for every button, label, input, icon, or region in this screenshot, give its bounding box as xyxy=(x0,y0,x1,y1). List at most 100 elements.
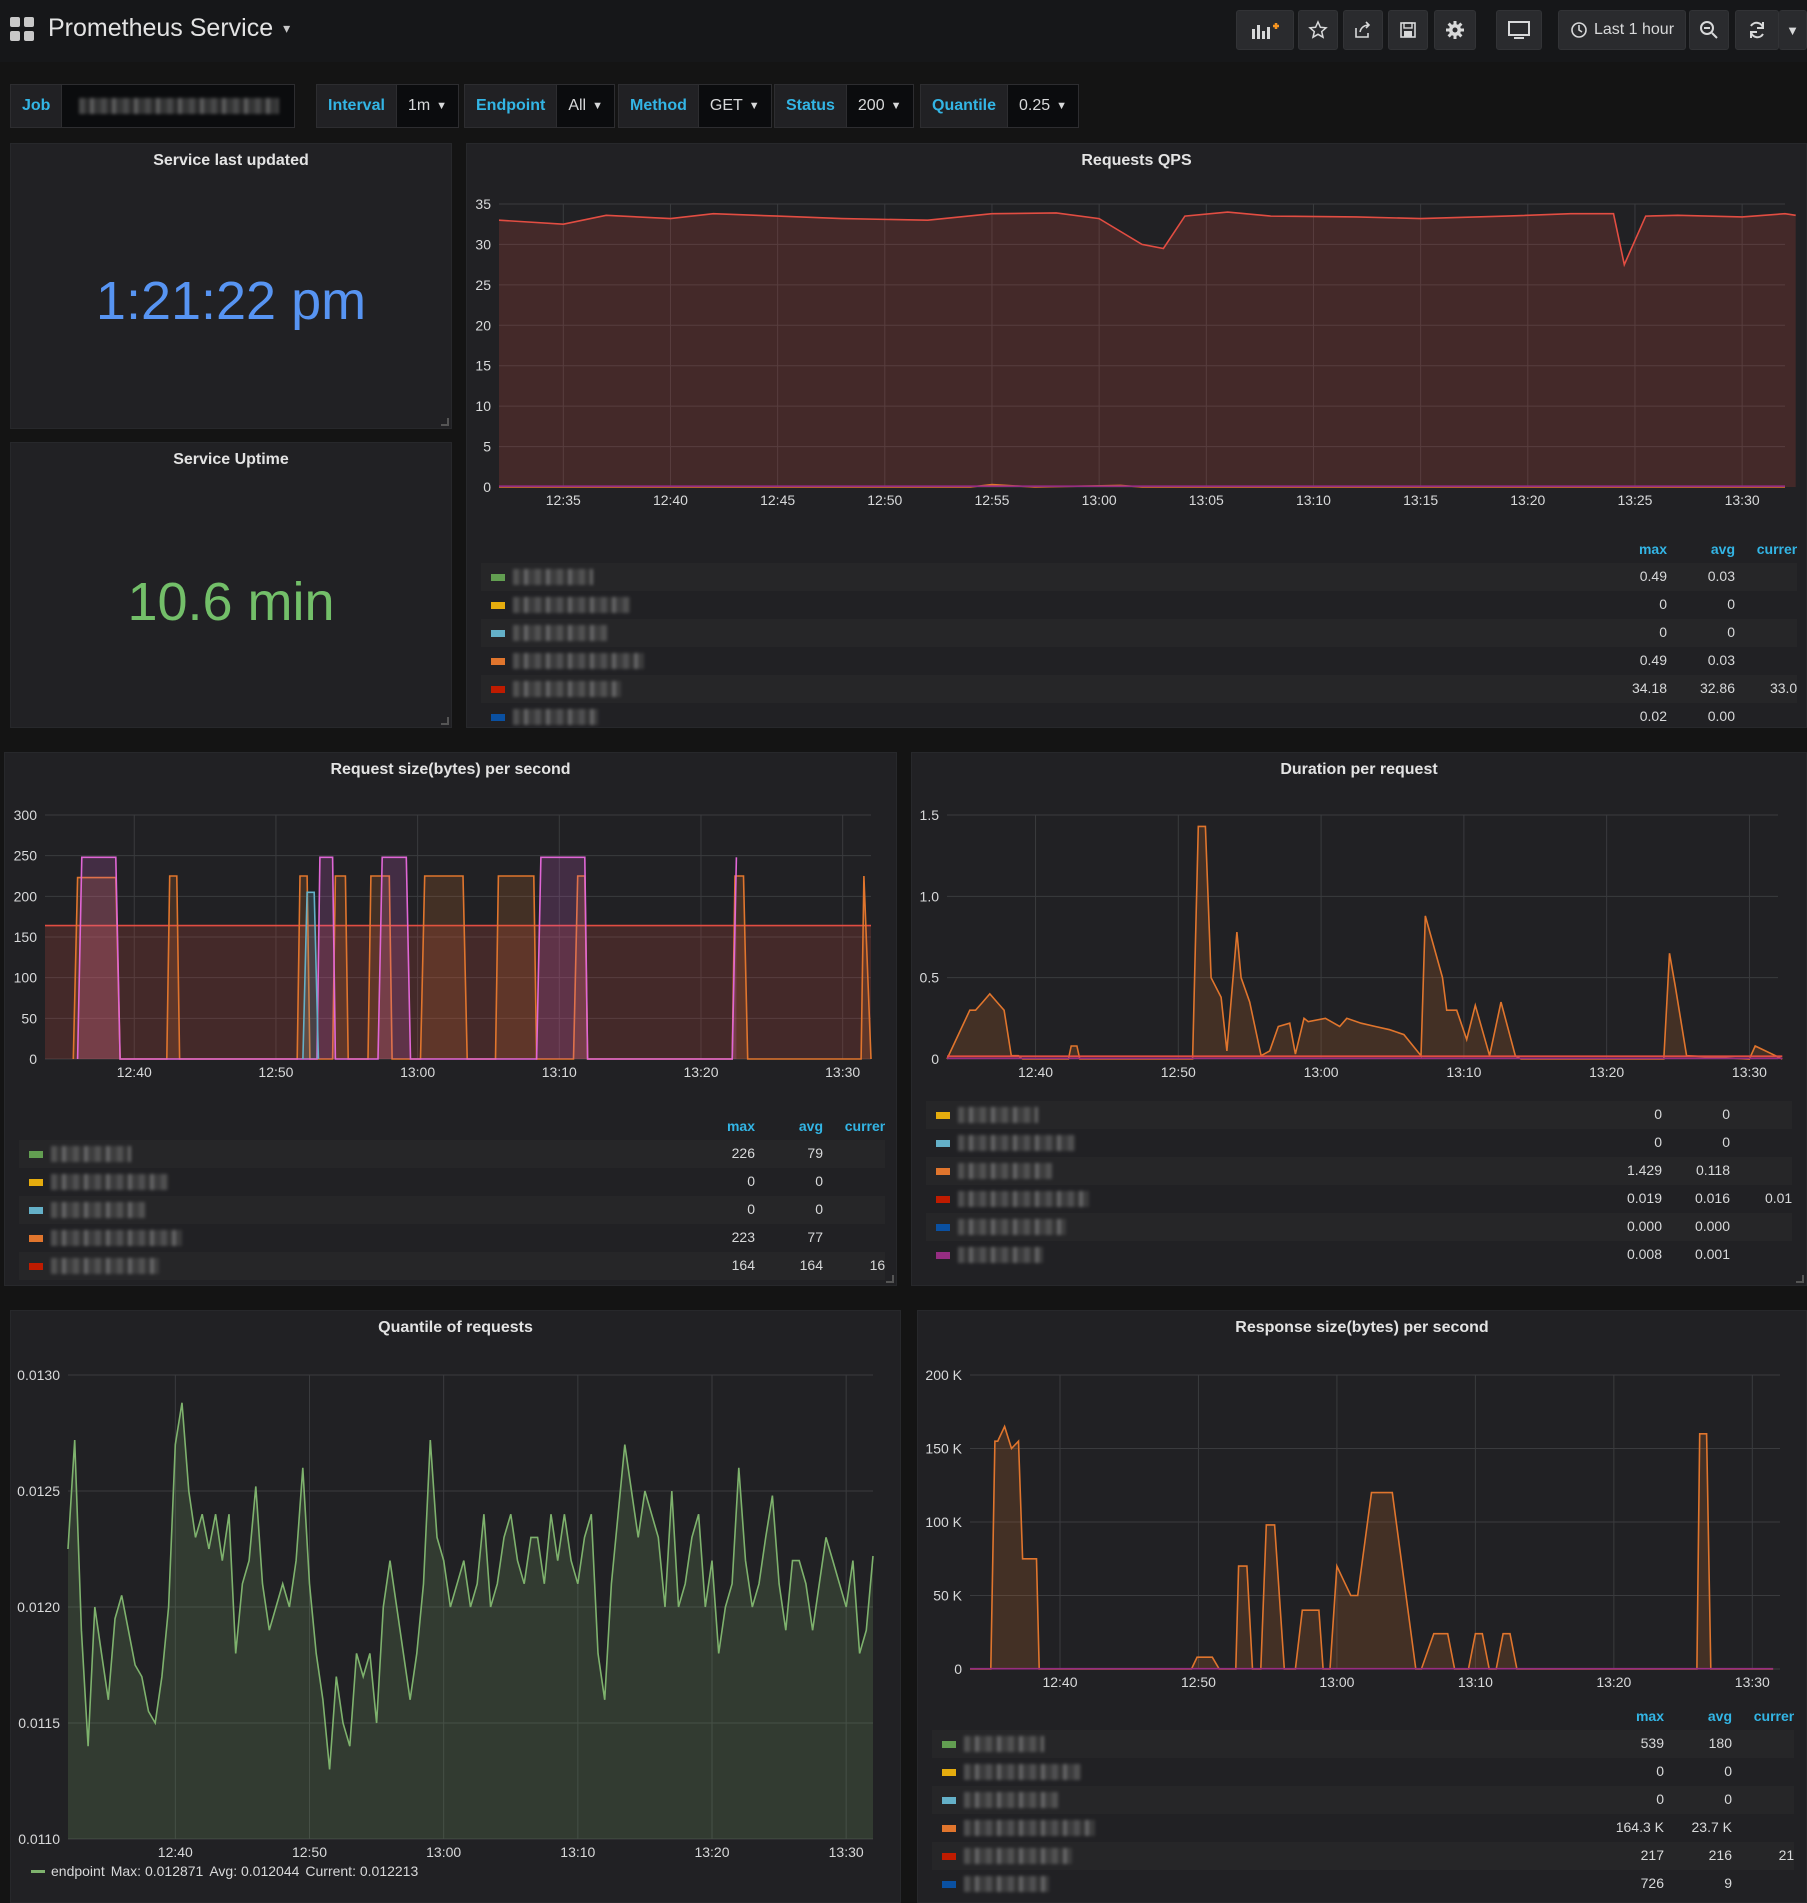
redacted-series-name[interactable] xyxy=(51,1258,159,1274)
panel-service-uptime[interactable]: Service Uptime 10.6 min xyxy=(10,442,452,728)
variable-method[interactable]: Method GET ▼ xyxy=(618,84,772,128)
request-size-graph[interactable]: 0 50 100 150 200 250 300 12:40 12:50 13:00 13:10 13… xyxy=(5,793,895,1093)
variable-job[interactable]: Job xyxy=(10,84,296,128)
zoom-out-button[interactable] xyxy=(1689,10,1729,50)
refresh-interval-dropdown[interactable]: ▼ xyxy=(1779,10,1807,50)
panel-resize-handle[interactable] xyxy=(886,1275,894,1283)
series-swatch[interactable] xyxy=(942,1853,956,1860)
variable-value-job[interactable] xyxy=(62,84,296,128)
panel-duration-per-request[interactable]: Duration per request 0 0.5 1.0 1.5 12:40 12:5… xyxy=(911,752,1807,1286)
redacted-series-name[interactable] xyxy=(958,1191,1089,1207)
legend-row[interactable]: 000 xyxy=(19,1196,885,1224)
panel-title[interactable]: Service last updated xyxy=(153,152,309,169)
legend-row[interactable]: 1.429 0.118 0 xyxy=(926,1157,1792,1185)
legend-row[interactable]: 000 xyxy=(932,1758,1794,1786)
time-range-picker[interactable]: Last 1 hour xyxy=(1558,10,1686,50)
legend-header-max[interactable]: max xyxy=(1638,541,1667,557)
panel-request-size[interactable]: Request size(bytes) per second 0 50 100 150… xyxy=(4,752,897,1286)
legend-row[interactable]: 164 164 164 xyxy=(19,1252,885,1280)
legend-row[interactable]: 0.49 0.03 0 xyxy=(481,647,1797,675)
series-swatch[interactable] xyxy=(491,686,505,693)
variable-value-interval[interactable]: 1m ▼ xyxy=(396,84,460,128)
redacted-series-name[interactable] xyxy=(964,1820,1095,1836)
redacted-series-name[interactable] xyxy=(513,597,630,613)
series-swatch[interactable] xyxy=(491,602,505,609)
variable-status[interactable]: Status 200 ▼ xyxy=(774,84,914,128)
series-swatch[interactable] xyxy=(491,658,505,665)
save-button[interactable] xyxy=(1388,10,1428,50)
redacted-series-name[interactable] xyxy=(964,1736,1044,1752)
legend-series-name[interactable]: endpoint xyxy=(51,1863,105,1879)
variable-interval[interactable]: Interval 1m ▼ xyxy=(316,84,460,128)
series-swatch[interactable] xyxy=(29,1179,43,1186)
panel-requests-qps[interactable]: Requests QPS 0 5 10 15 20 25 30 35 12:35 12:40 12:… xyxy=(466,143,1807,728)
panel-title[interactable]: Response size(bytes) per second xyxy=(1235,1319,1489,1336)
redacted-series-name[interactable] xyxy=(51,1202,145,1218)
legend-row[interactable]: 0.019 0.016 0.017 xyxy=(926,1185,1792,1213)
legend-row[interactable]: 000 xyxy=(19,1168,885,1196)
redacted-series-name[interactable] xyxy=(958,1219,1066,1235)
redacted-series-name[interactable] xyxy=(513,653,644,669)
redacted-series-name[interactable] xyxy=(964,1848,1072,1864)
redacted-series-name[interactable] xyxy=(513,681,621,697)
redacted-series-name[interactable] xyxy=(958,1107,1038,1123)
panel-resize-handle[interactable] xyxy=(441,717,449,725)
legend-row[interactable]: 0.49 0.03 0 xyxy=(481,563,1797,591)
panel-title[interactable]: Request size(bytes) per second xyxy=(330,761,571,778)
chevron-down-icon[interactable]: ▼ xyxy=(1786,22,1799,38)
series-swatch[interactable] xyxy=(942,1881,956,1888)
series-swatch[interactable] xyxy=(491,574,505,581)
legend-header-max[interactable]: max xyxy=(1635,1708,1664,1724)
legend-header-avg[interactable]: avg xyxy=(798,1118,823,1134)
series-swatch[interactable] xyxy=(29,1235,43,1242)
response-size-graph[interactable]: 0 50 K 100 K 150 K 200 K 12:40 12:50 13:00 13:10… xyxy=(918,1351,1806,1711)
series-swatch[interactable] xyxy=(942,1741,956,1748)
variable-value-quantile[interactable]: 0.25 ▼ xyxy=(1008,84,1080,128)
star-button[interactable] xyxy=(1298,10,1338,50)
panel-quantile-of-requests[interactable]: Quantile of requests 0.0110 0.0115 0.0120 0… xyxy=(10,1310,901,1903)
series-swatch[interactable] xyxy=(29,1151,43,1158)
legend-row[interactable]: 164.3 K 23.7 K 0 xyxy=(932,1814,1794,1842)
legend-header-avg[interactable]: avg xyxy=(1707,1708,1732,1724)
redacted-series-name[interactable] xyxy=(964,1876,1049,1892)
redacted-series-name[interactable] xyxy=(964,1792,1058,1808)
redacted-series-name[interactable] xyxy=(51,1174,168,1190)
legend-row[interactable]: 000 xyxy=(481,619,1797,647)
series-swatch[interactable] xyxy=(942,1769,956,1776)
series-swatch[interactable] xyxy=(491,714,505,721)
legend-row[interactable]: 000 xyxy=(926,1101,1792,1129)
legend-row[interactable]: 223 77 0 xyxy=(19,1224,885,1252)
legend-row[interactable]: 0.000 0.000 0 xyxy=(926,1213,1792,1241)
add-panel-button[interactable] xyxy=(1236,10,1294,50)
series-swatch[interactable] xyxy=(491,630,505,637)
dashboard-title-picker[interactable]: Prometheus Service ▾ xyxy=(10,14,290,43)
dashboards-grid-icon[interactable] xyxy=(10,16,34,41)
panel-title[interactable]: Requests QPS xyxy=(1081,152,1192,169)
panel-response-size[interactable]: Response size(bytes) per second 0 50 K 100… xyxy=(917,1310,1807,1903)
legend-header-current[interactable]: current xyxy=(1756,541,1797,557)
redacted-series-name[interactable] xyxy=(513,625,607,641)
variable-value-status[interactable]: 200 ▼ xyxy=(846,84,914,128)
series-swatch[interactable] xyxy=(936,1224,950,1231)
legend-row[interactable]: 226 79 0 xyxy=(19,1140,885,1168)
redacted-series-name[interactable] xyxy=(958,1135,1075,1151)
redacted-series-name[interactable] xyxy=(51,1146,131,1162)
caret-down-icon[interactable]: ▾ xyxy=(283,20,291,36)
dashboard-title[interactable]: Prometheus Service xyxy=(48,14,274,42)
redacted-series-name[interactable] xyxy=(964,1764,1081,1780)
legend-header-current[interactable]: current xyxy=(1753,1708,1794,1724)
panel-service-last-updated[interactable]: Service last updated 1:21:22 pm xyxy=(10,143,452,429)
redacted-series-name[interactable] xyxy=(958,1163,1052,1179)
redacted-series-name[interactable] xyxy=(513,569,593,585)
legend-header-max[interactable]: max xyxy=(726,1118,755,1134)
panel-title[interactable]: Duration per request xyxy=(1280,761,1438,778)
legend-header-avg[interactable]: avg xyxy=(1710,541,1735,557)
settings-button[interactable] xyxy=(1434,10,1476,50)
legend-row[interactable]: 0.02 0.00 0 xyxy=(481,703,1797,727)
share-button[interactable] xyxy=(1343,10,1383,50)
legend-row[interactable]: 000 xyxy=(481,591,1797,619)
redacted-series-name[interactable] xyxy=(51,1230,182,1246)
series-swatch[interactable] xyxy=(29,1207,43,1214)
legend-header-current[interactable]: current xyxy=(844,1118,885,1134)
variable-endpoint[interactable]: Endpoint All ▼ xyxy=(464,84,615,128)
